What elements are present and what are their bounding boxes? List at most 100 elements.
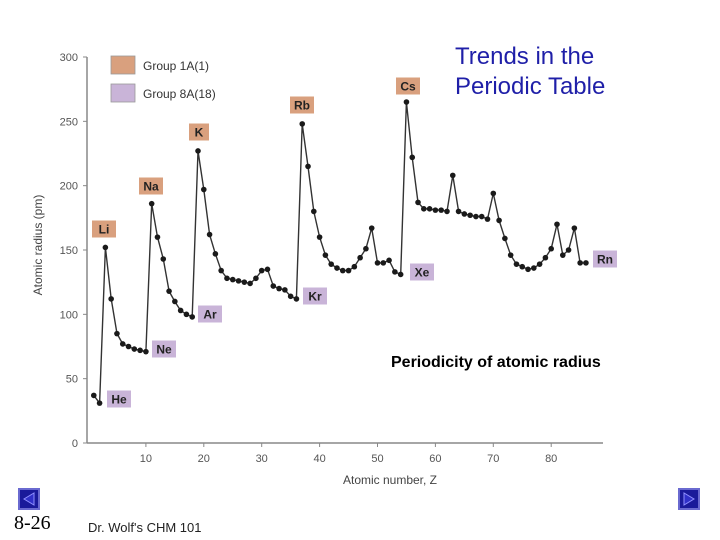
data-point xyxy=(148,200,155,207)
legend-label: Group 1A(1) xyxy=(143,59,209,73)
data-point xyxy=(380,260,387,266)
data-point xyxy=(258,267,265,274)
element-label: Xe xyxy=(415,266,430,280)
data-point xyxy=(432,207,439,213)
data-point xyxy=(345,267,352,274)
legend-swatch xyxy=(110,55,136,75)
data-point xyxy=(484,216,491,222)
data-point xyxy=(525,266,531,273)
data-point xyxy=(507,252,514,258)
data-point xyxy=(195,148,201,154)
element-label: Rb xyxy=(294,99,310,113)
data-point xyxy=(554,221,560,228)
footer-credit: Dr. Wolf's CHM 101 xyxy=(88,520,202,535)
data-point xyxy=(571,225,578,231)
y-tick-label: 250 xyxy=(60,116,78,128)
data-point xyxy=(276,285,282,292)
data-point xyxy=(160,256,167,262)
data-point xyxy=(229,276,236,283)
data-point xyxy=(415,199,421,206)
data-point xyxy=(368,225,375,231)
data-point xyxy=(322,252,329,258)
x-tick-label: 60 xyxy=(429,453,441,465)
data-point xyxy=(189,314,196,320)
data-point xyxy=(565,247,572,253)
data-point xyxy=(542,254,549,261)
y-axis-label: Atomic radius (pm) xyxy=(31,195,45,296)
data-point xyxy=(397,271,404,278)
data-point xyxy=(172,298,178,305)
data-point xyxy=(583,260,589,266)
slide-number: 8-26 xyxy=(14,512,51,534)
data-point xyxy=(253,275,259,282)
data-point xyxy=(218,267,224,274)
data-point xyxy=(351,263,358,270)
y-tick-label: 50 xyxy=(66,374,78,386)
data-point xyxy=(473,213,479,220)
data-point xyxy=(519,263,526,270)
data-point xyxy=(131,346,138,352)
data-point xyxy=(531,265,537,271)
data-point xyxy=(305,163,311,170)
y-tick-label: 200 xyxy=(60,181,78,193)
previous-slide-button[interactable] xyxy=(18,488,40,510)
data-point xyxy=(299,121,306,127)
x-tick-label: 40 xyxy=(313,453,325,465)
data-point xyxy=(154,234,161,240)
element-label-box xyxy=(198,305,222,323)
x-tick-label: 70 xyxy=(487,453,499,465)
data-point xyxy=(513,261,520,267)
element-label-box xyxy=(92,220,116,238)
element-label-box xyxy=(107,390,131,408)
element-label: He xyxy=(111,393,127,407)
data-point xyxy=(339,267,346,274)
data-point xyxy=(421,206,427,212)
data-point xyxy=(206,231,213,238)
data-point xyxy=(363,245,369,252)
element-label-box xyxy=(189,123,209,141)
x-tick-label: 30 xyxy=(256,453,268,465)
element-label: Rn xyxy=(597,253,613,267)
data-point xyxy=(114,330,120,337)
element-label-box xyxy=(303,287,327,305)
data-point xyxy=(444,208,450,215)
data-point xyxy=(577,260,583,266)
data-point xyxy=(212,251,219,257)
data-point xyxy=(502,235,508,242)
y-tick-label: 150 xyxy=(60,245,78,257)
data-point xyxy=(247,280,253,287)
data-point xyxy=(311,208,317,215)
element-label: Cs xyxy=(400,80,416,94)
data-point xyxy=(374,260,381,266)
data-point xyxy=(357,254,363,261)
data-point xyxy=(287,293,294,300)
data-point xyxy=(96,400,103,406)
data-point xyxy=(328,261,334,267)
element-label: Kr xyxy=(308,290,322,304)
y-tick-label: 100 xyxy=(60,309,78,321)
data-point xyxy=(241,279,248,285)
data-point xyxy=(403,99,410,105)
data-point xyxy=(143,348,149,355)
data-point xyxy=(90,392,97,399)
next-slide-button[interactable] xyxy=(678,488,700,510)
element-label: Li xyxy=(99,223,110,237)
triangle-right-icon xyxy=(683,492,695,506)
title-line-1: Trends in the xyxy=(455,43,595,70)
element-label: Ar xyxy=(203,308,217,322)
data-point xyxy=(166,288,172,294)
title-line-2: Periodic Table xyxy=(455,73,606,100)
element-label-box xyxy=(396,77,420,95)
data-point xyxy=(177,307,184,314)
data-point xyxy=(461,211,468,217)
legend-swatch xyxy=(110,83,136,103)
data-point xyxy=(536,261,543,267)
x-tick-label: 10 xyxy=(140,453,152,465)
y-tick-label: 0 xyxy=(72,438,78,450)
legend-label: Group 8A(18) xyxy=(143,87,216,101)
data-point xyxy=(496,217,502,224)
data-point xyxy=(392,269,398,275)
element-label-box xyxy=(290,96,314,114)
data-point xyxy=(478,213,485,220)
